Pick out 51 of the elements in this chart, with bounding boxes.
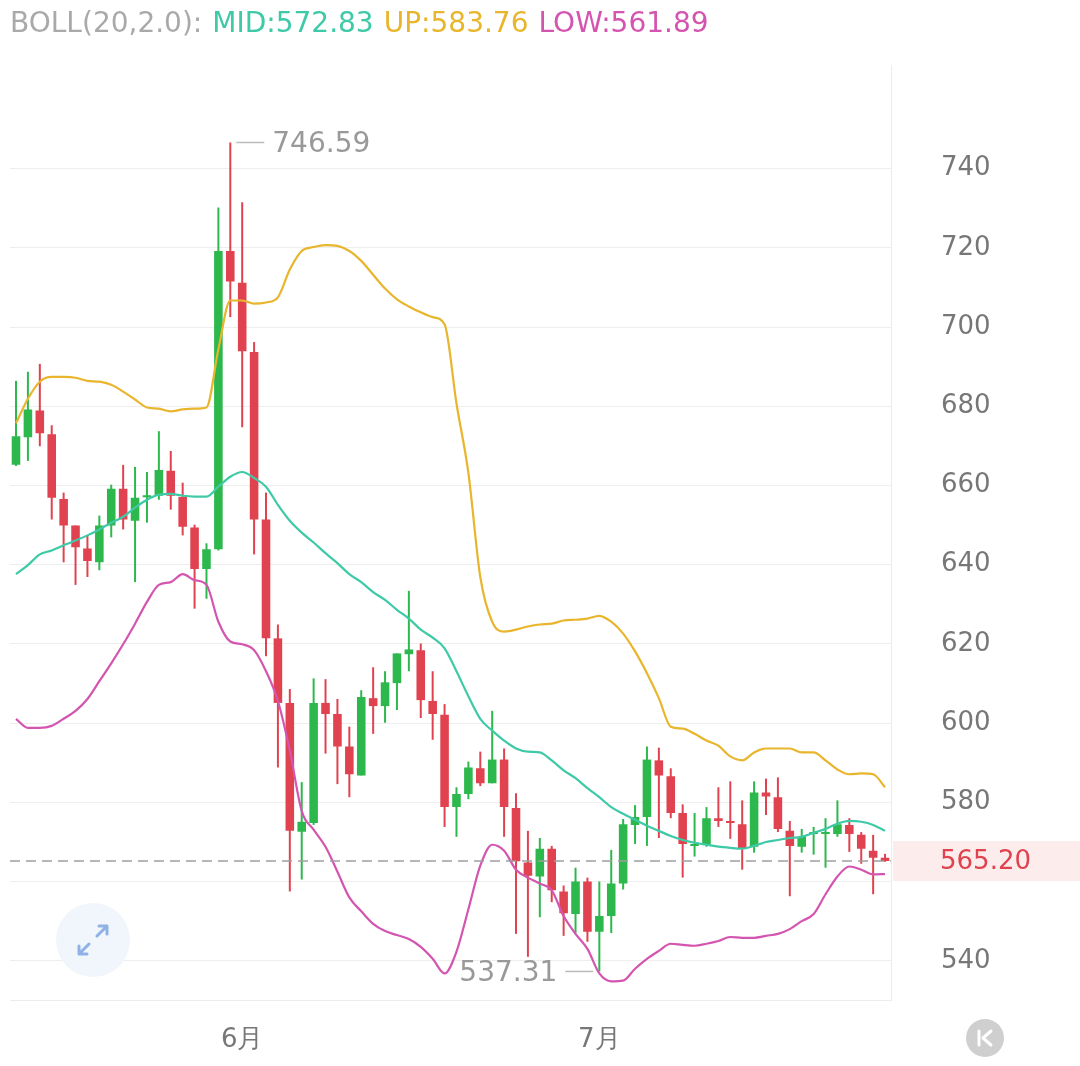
candlestick [321, 678, 330, 755]
candlestick [380, 670, 390, 724]
text: MID:572.83 [212, 6, 374, 39]
candlestick [856, 831, 866, 865]
candlestick [404, 589, 414, 673]
line-series [14, 243, 887, 789]
annotation: 537.31 [459, 954, 558, 988]
y-tick-label: 580 [941, 785, 991, 816]
candlestick [476, 750, 485, 788]
x-tick-label: 7月 [578, 1022, 621, 1053]
candlestick [452, 786, 461, 838]
candlestick [559, 884, 568, 937]
annotation: 746.59 [272, 125, 371, 159]
y-tick-label: 600 [941, 705, 991, 736]
candlestick [654, 746, 664, 839]
y-tick-label: 700 [941, 309, 991, 340]
candlestick [714, 786, 723, 828]
candlestick [35, 362, 45, 448]
y-tick-label: 720 [941, 230, 991, 261]
chart-title: BOLL(20,2.0): [10, 6, 203, 39]
candlestick [71, 524, 80, 586]
candlestick [821, 817, 830, 869]
candlestick [142, 471, 152, 524]
candlestick [202, 542, 211, 600]
candlestick [868, 833, 878, 896]
candlestick [845, 817, 854, 853]
y-tick-label: 540 [941, 943, 991, 974]
y-tick-label: 740 [941, 151, 991, 182]
candlestick [523, 829, 533, 958]
line-series [14, 470, 887, 850]
candlestick [297, 781, 307, 881]
y-tick-label: 620 [941, 626, 991, 657]
text: LOW:561.89 [538, 6, 709, 39]
candlestick [761, 777, 771, 817]
y-tick-label: 640 [941, 547, 991, 578]
line-series [14, 573, 887, 983]
candlestick [368, 666, 378, 735]
candlestick [428, 670, 437, 741]
y-tick-label: 660 [941, 468, 991, 499]
ref-line-label: 565.20 [940, 844, 1031, 875]
candlestick [595, 880, 604, 973]
candlestick [797, 827, 806, 854]
candlestick [83, 534, 92, 578]
candlestick [833, 799, 842, 838]
candlestick [726, 780, 735, 840]
candlestick [737, 799, 747, 871]
candlestick [487, 709, 497, 785]
x-tick-label: 6月 [220, 1022, 264, 1053]
y-tick-label: 680 [941, 389, 991, 419]
candlestick [690, 812, 699, 858]
text: UP:583.76 [383, 6, 529, 39]
